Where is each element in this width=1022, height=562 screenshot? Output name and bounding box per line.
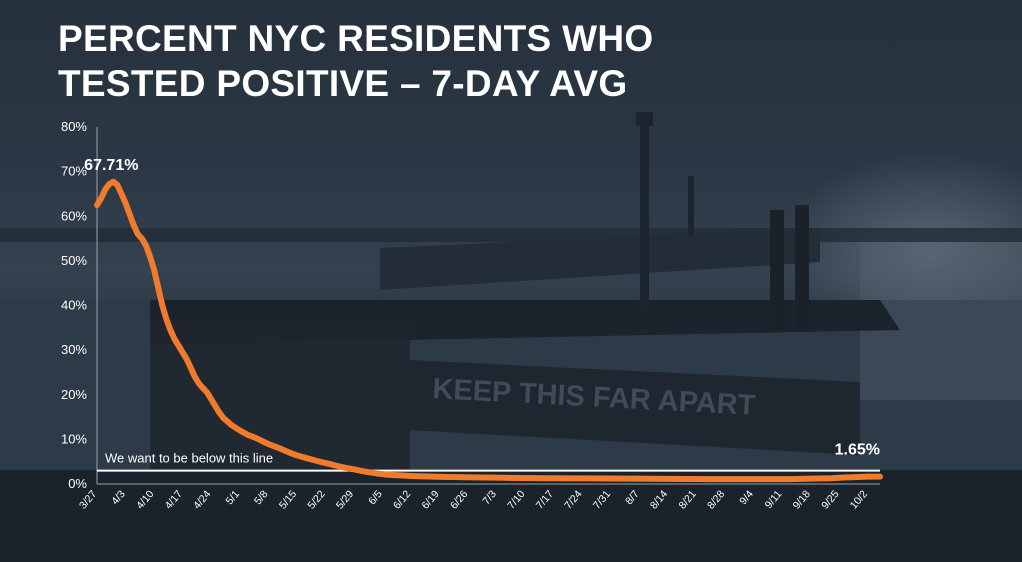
y-tick-label: 70% — [61, 164, 87, 179]
sign-board — [408, 360, 860, 455]
pier-post — [795, 205, 809, 330]
x-tick-label: 7/3 — [480, 488, 499, 507]
x-tick-label: 4/10 — [134, 488, 156, 511]
y-tick-label: 80% — [61, 119, 87, 134]
y-tick-label: 50% — [61, 253, 87, 268]
x-tick-label: 7/24 — [562, 488, 584, 511]
x-axis-labels: 3/27 4/3 4/10 4/17 4/24 5/1 5/8 5/15 5/22 5/29 6/5… — [77, 488, 870, 511]
pier-railing — [380, 228, 820, 290]
x-tick-label: 9/25 — [819, 488, 841, 511]
x-tick-label: 9/4 — [737, 488, 756, 507]
pier-post — [688, 176, 694, 236]
x-tick-label: 5/29 — [334, 488, 356, 511]
x-tick-label: 7/31 — [591, 488, 613, 511]
y-tick-label: 30% — [61, 342, 87, 357]
y-tick-label: 0% — [68, 476, 87, 491]
x-tick-label: 7/10 — [505, 488, 527, 511]
chart-title-line-1: PERCENT NYC RESIDENTS WHO — [58, 18, 654, 59]
ground — [0, 470, 1022, 562]
pier-post — [770, 210, 784, 330]
x-tick-label: 10/2 — [848, 488, 870, 511]
x-tick-label: 4/17 — [163, 488, 185, 511]
x-tick-label: 9/11 — [763, 488, 785, 511]
annotation-latest-value: 1.65% — [835, 442, 880, 459]
x-tick-label: 4/3 — [109, 488, 128, 507]
lamp-head — [636, 112, 653, 126]
x-tick-label: 8/14 — [648, 488, 670, 511]
y-tick-label: 60% — [61, 208, 87, 223]
y-tick-label: 20% — [61, 387, 87, 402]
x-tick-label: 8/7 — [623, 488, 642, 507]
chart-title-line-2: TESTED POSITIVE – 7-DAY AVG — [58, 63, 628, 104]
x-tick-label: 5/8 — [252, 488, 271, 507]
x-tick-label: 4/24 — [191, 488, 213, 511]
annotations: 67.71% 1.65% — [84, 157, 880, 459]
lamp-post — [640, 118, 649, 308]
fence — [150, 320, 410, 480]
y-axis-labels: 0% 10% 20% 30% 40% 50% 60% 70% 80% — [61, 119, 87, 491]
x-tick-label: 6/19 — [420, 488, 442, 511]
series-line-positivity — [94, 178, 883, 483]
x-tick-label: 3/27 — [77, 488, 99, 511]
x-tick-label: 5/22 — [305, 488, 327, 511]
annotation-peak-value: 67.71% — [84, 157, 138, 174]
reference-line-label: We want to be below this line — [105, 451, 273, 466]
chart-title: PERCENT NYC RESIDENTS WHO TESTED POSITIV… — [58, 16, 653, 106]
y-tick-label: 40% — [61, 298, 87, 313]
x-tick-label: 7/17 — [534, 488, 556, 511]
x-tick-label: 5/1 — [223, 488, 242, 507]
y-tick-label: 10% — [61, 431, 87, 446]
x-tick-label: 5/15 — [277, 488, 299, 511]
x-tick-label: 8/21 — [676, 488, 698, 511]
x-tick-label: 8/28 — [705, 488, 727, 511]
x-tick-label: 9/18 — [791, 488, 813, 511]
x-tick-label: 6/5 — [366, 488, 385, 507]
x-tick-label: 6/12 — [391, 488, 413, 511]
x-tick-label: 6/26 — [448, 488, 470, 511]
